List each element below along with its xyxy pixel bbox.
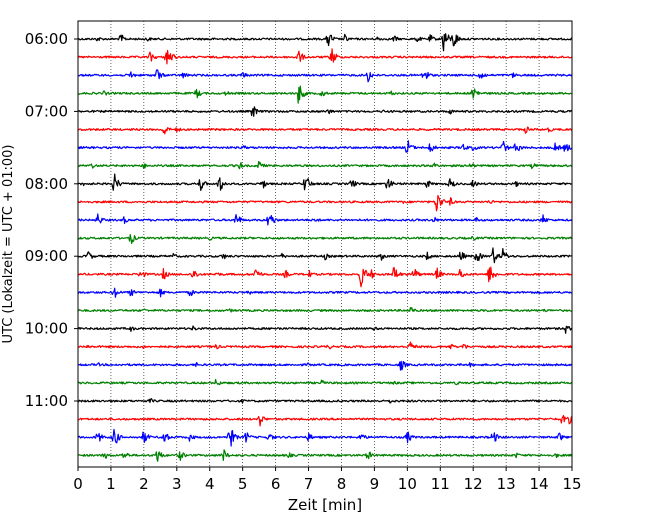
trace-line	[77, 398, 573, 404]
y-axis-label: UTC (Lokalzeit = UTC + 01:00)	[1, 145, 16, 344]
x-tick-label: 0	[73, 475, 83, 493]
x-tick-label: 5	[238, 475, 248, 493]
x-tick-label: 8	[337, 475, 347, 493]
x-tick-label: 10	[398, 475, 417, 493]
trace-line	[77, 126, 573, 135]
x-tick-label: 3	[172, 475, 182, 493]
y-tick-label: 10:00	[25, 320, 68, 338]
trace-line	[77, 341, 573, 350]
y-tick-label: 08:00	[25, 175, 68, 193]
y-tick-label: 09:00	[25, 247, 68, 265]
trace-line	[77, 428, 573, 447]
plot-frame	[77, 20, 573, 468]
trace-line	[77, 33, 573, 52]
trace-layer	[77, 33, 573, 462]
x-tick-label: 11	[431, 475, 450, 493]
trace-line	[77, 48, 573, 65]
trace-line	[77, 266, 573, 288]
x-tick-label: 14	[530, 475, 549, 493]
trace-line	[77, 287, 573, 298]
trace-line	[77, 194, 573, 212]
x-tick-label: 2	[139, 475, 149, 493]
x-axis: 0 1 2 3 4 5 6 7 8 9 10 11 12 13 14 15	[73, 467, 582, 493]
y-tick-label: 11:00	[25, 392, 68, 410]
x-tick-label: 4	[205, 475, 215, 493]
trace-line	[77, 449, 573, 462]
trace-line	[77, 106, 573, 117]
trace-line	[77, 213, 573, 226]
x-tick-label: 13	[497, 475, 516, 493]
x-tick-label: 1	[106, 475, 116, 493]
x-tick-label: 9	[370, 475, 380, 493]
grid-layer	[110, 21, 540, 467]
x-tick-label: 12	[464, 475, 483, 493]
trace-line	[77, 234, 573, 245]
y-tick-label: 07:00	[25, 102, 68, 120]
y-tick-label: 06:00	[25, 30, 68, 48]
x-axis-label: Zeit [min]	[288, 496, 362, 514]
x-tick-label: 6	[271, 475, 281, 493]
trace-line	[77, 69, 573, 83]
x-tick-label: 7	[304, 475, 314, 493]
x-tick-label: 15	[562, 475, 581, 493]
trace-line	[77, 85, 573, 104]
trace-line	[77, 160, 573, 170]
trace-line	[77, 173, 573, 191]
trace-line	[77, 414, 573, 427]
trace-line	[77, 378, 573, 386]
trace-line	[77, 360, 573, 371]
trace-line	[77, 325, 573, 334]
trace-line	[77, 247, 573, 264]
trace-line	[78, 307, 573, 313]
y-axis: 06:00 07:00 08:00 09:00 10:00 11:00	[25, 30, 78, 410]
trace-line	[77, 140, 573, 153]
